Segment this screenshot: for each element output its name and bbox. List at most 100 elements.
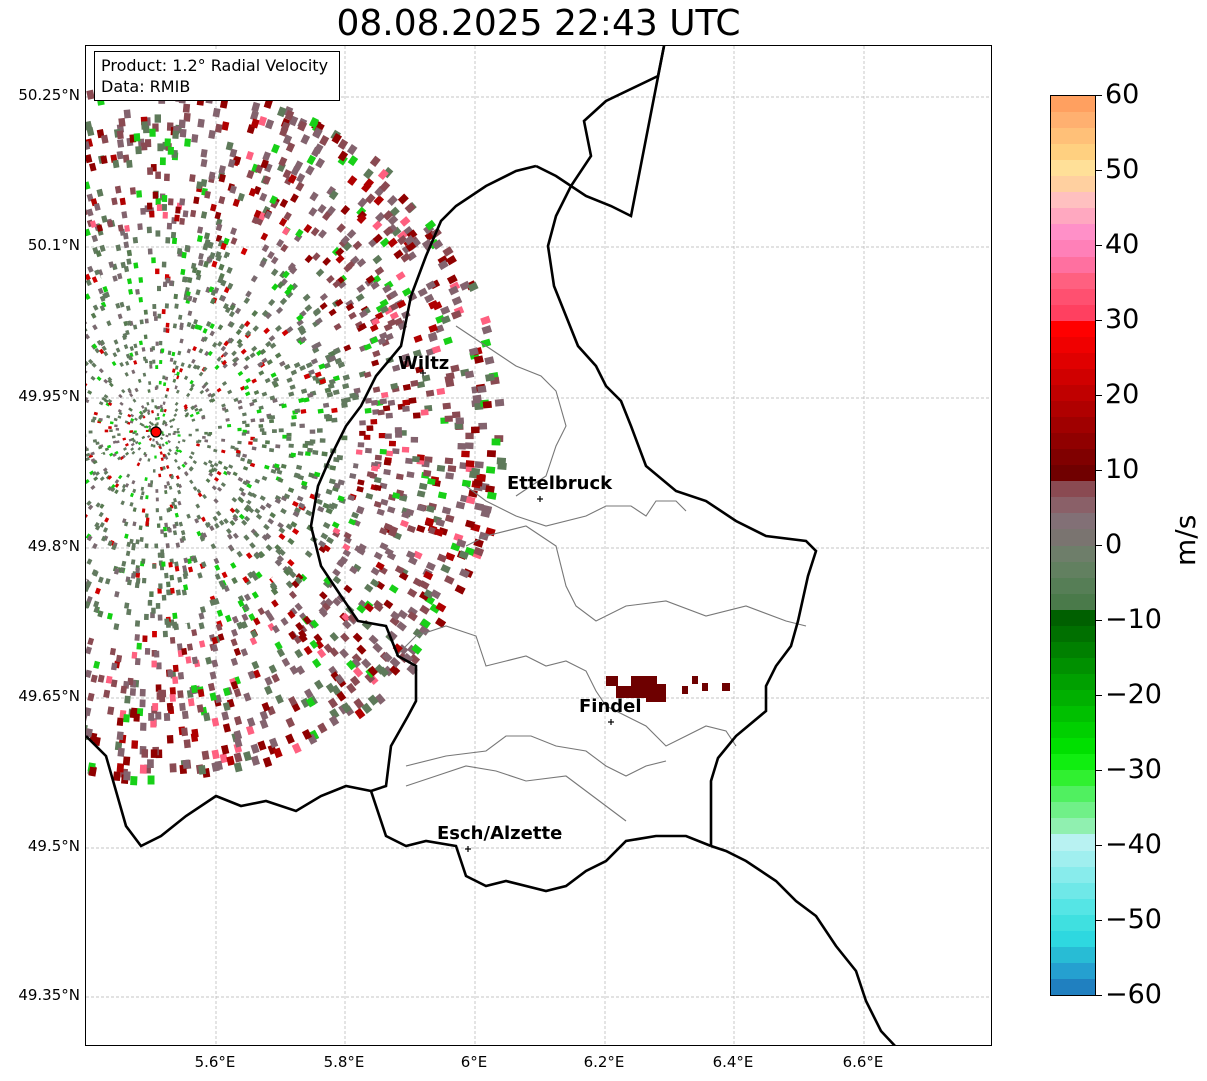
velocity-echo xyxy=(229,148,238,158)
velocity-echo xyxy=(108,261,115,268)
velocity-echo xyxy=(192,557,198,564)
velocity-echo xyxy=(164,173,170,182)
velocity-echo xyxy=(268,737,279,749)
velocity-echo xyxy=(266,359,273,366)
velocity-echo xyxy=(284,109,295,121)
velocity-echo xyxy=(436,464,446,472)
velocity-echo xyxy=(196,704,204,713)
velocity-echo xyxy=(240,247,248,256)
velocity-echo xyxy=(220,744,230,755)
velocity-echo xyxy=(87,692,95,702)
velocity-echo xyxy=(458,550,470,560)
velocity-echo xyxy=(606,676,618,686)
velocity-echo xyxy=(179,410,184,415)
velocity-echo xyxy=(191,629,198,637)
velocity-echo xyxy=(308,117,320,129)
velocity-echo xyxy=(106,320,112,327)
velocity-echo xyxy=(290,521,298,528)
velocity-echo xyxy=(225,141,234,151)
velocity-echo xyxy=(205,656,212,665)
velocity-echo xyxy=(303,373,311,380)
velocity-echo xyxy=(258,551,266,559)
velocity-echo xyxy=(117,415,122,419)
colorbar-segment xyxy=(1051,175,1095,193)
velocity-echo xyxy=(156,523,161,528)
velocity-echo xyxy=(292,510,300,518)
velocity-echo xyxy=(293,361,301,369)
velocity-echo xyxy=(197,118,205,128)
velocity-echo xyxy=(167,527,172,533)
colorbar-tick xyxy=(1096,995,1102,996)
velocity-echo xyxy=(144,648,151,655)
velocity-echo xyxy=(168,198,174,206)
velocity-echo xyxy=(146,226,152,234)
velocity-echo xyxy=(209,671,217,680)
lon-tick-label: 6.2°E xyxy=(583,1053,625,1071)
velocity-echo xyxy=(294,507,302,514)
velocity-echo xyxy=(112,440,117,444)
velocity-echo xyxy=(468,489,478,498)
velocity-echo xyxy=(126,320,132,326)
velocity-echo xyxy=(269,195,278,205)
velocity-echo xyxy=(251,446,257,451)
colorbar-tick xyxy=(1096,395,1102,396)
velocity-echo xyxy=(147,599,153,606)
velocity-echo xyxy=(149,339,153,345)
velocity-echo xyxy=(331,417,338,423)
velocity-echo xyxy=(207,350,213,357)
velocity-echo xyxy=(326,391,334,398)
velocity-echo xyxy=(480,315,491,326)
velocity-echo xyxy=(222,237,230,246)
velocity-echo xyxy=(366,471,375,478)
velocity-echo xyxy=(209,692,217,702)
velocity-echo xyxy=(216,486,223,492)
velocity-echo xyxy=(130,776,138,786)
velocity-echo xyxy=(356,486,364,493)
canton-border-line xyxy=(465,525,807,627)
velocity-echo xyxy=(170,475,174,480)
velocity-echo xyxy=(147,167,153,175)
velocity-echo xyxy=(225,256,232,264)
velocity-echo xyxy=(496,457,507,465)
colorbar-segment xyxy=(1051,127,1095,145)
velocity-echo xyxy=(232,361,238,368)
velocity-echo xyxy=(201,561,207,568)
velocity-echo xyxy=(164,138,171,147)
velocity-echo xyxy=(284,363,291,370)
velocity-echo xyxy=(418,625,430,636)
velocity-echo xyxy=(296,319,304,327)
velocity-echo xyxy=(341,402,348,409)
velocity-echo xyxy=(204,387,210,393)
velocity-echo xyxy=(238,497,245,504)
velocity-echo xyxy=(179,217,185,225)
velocity-echo xyxy=(166,589,171,596)
velocity-echo xyxy=(359,420,366,426)
velocity-echo xyxy=(191,266,198,274)
velocity-echo xyxy=(189,386,194,392)
velocity-echo xyxy=(447,465,457,473)
velocity-echo xyxy=(405,550,416,560)
velocity-echo xyxy=(157,313,162,319)
velocity-echo xyxy=(267,518,275,525)
velocity-echo xyxy=(91,362,97,368)
velocity-echo xyxy=(482,401,492,409)
velocity-echo xyxy=(278,533,286,540)
velocity-echo xyxy=(172,432,176,436)
velocity-echo xyxy=(373,195,385,206)
velocity-echo xyxy=(245,725,255,736)
velocity-echo xyxy=(339,648,349,659)
velocity-echo xyxy=(165,237,171,244)
velocity-echo xyxy=(237,342,244,349)
velocity-echo xyxy=(258,370,265,376)
velocity-echo xyxy=(459,568,470,579)
velocity-echo xyxy=(208,432,213,435)
country-borders xyxy=(86,46,896,1045)
radar-map[interactable]: Wiltz Ettelbruck Findel Esch/Alzette xyxy=(85,45,992,1046)
velocity-echo xyxy=(295,464,303,470)
velocity-echo xyxy=(214,573,221,581)
velocity-echo xyxy=(208,171,216,180)
velocity-echo xyxy=(242,480,248,486)
velocity-echo xyxy=(485,466,496,474)
velocity-echo xyxy=(374,693,386,705)
velocity-echo xyxy=(126,249,133,257)
